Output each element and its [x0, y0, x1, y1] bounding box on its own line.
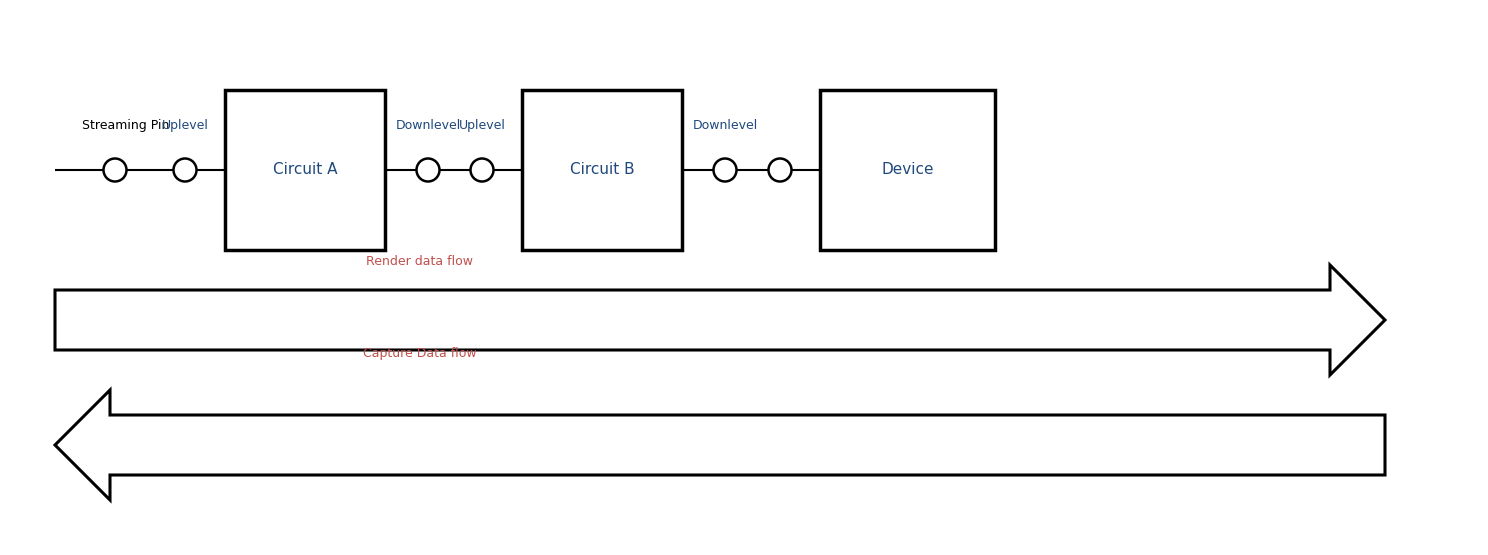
- Text: Render data flow: Render data flow: [366, 255, 473, 268]
- Text: Circuit A: Circuit A: [272, 163, 338, 178]
- Circle shape: [104, 159, 126, 181]
- Bar: [820, 90, 995, 250]
- Bar: [225, 90, 385, 250]
- Text: Capture Data flow: Capture Data flow: [363, 347, 476, 360]
- Text: Uplevel: Uplevel: [458, 119, 506, 132]
- Text: Downlevel: Downlevel: [396, 119, 461, 132]
- Circle shape: [174, 159, 196, 181]
- Text: Downlevel: Downlevel: [692, 119, 757, 132]
- Circle shape: [768, 159, 792, 181]
- Circle shape: [417, 159, 439, 181]
- Text: Device: Device: [881, 163, 934, 178]
- Text: Streaming Pin: Streaming Pin: [82, 119, 170, 132]
- Circle shape: [714, 159, 737, 181]
- Text: Uplevel: Uplevel: [162, 119, 208, 132]
- Text: Circuit B: Circuit B: [570, 163, 634, 178]
- Bar: [522, 90, 682, 250]
- FancyArrow shape: [55, 265, 1385, 375]
- FancyArrow shape: [55, 390, 1385, 500]
- Circle shape: [470, 159, 494, 181]
